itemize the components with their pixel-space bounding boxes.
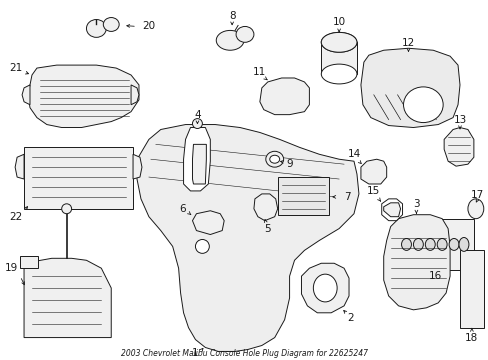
- Polygon shape: [28, 65, 139, 127]
- Polygon shape: [192, 144, 206, 184]
- Text: 8: 8: [228, 10, 235, 21]
- Text: 7: 7: [343, 192, 349, 202]
- Polygon shape: [253, 194, 277, 221]
- Ellipse shape: [458, 238, 468, 251]
- Text: 6: 6: [179, 204, 185, 214]
- Polygon shape: [381, 199, 402, 221]
- Ellipse shape: [236, 26, 253, 42]
- Text: 11: 11: [253, 67, 266, 77]
- Polygon shape: [360, 159, 386, 184]
- Polygon shape: [133, 154, 142, 179]
- Ellipse shape: [313, 274, 336, 302]
- FancyBboxPatch shape: [24, 147, 133, 209]
- Polygon shape: [22, 85, 30, 105]
- Text: 19: 19: [4, 263, 18, 273]
- Ellipse shape: [425, 238, 434, 250]
- Polygon shape: [136, 125, 358, 351]
- Ellipse shape: [401, 238, 410, 250]
- Ellipse shape: [103, 18, 119, 31]
- Text: 21: 21: [9, 63, 23, 73]
- Ellipse shape: [61, 204, 71, 214]
- Polygon shape: [259, 78, 309, 114]
- Text: 17: 17: [470, 190, 484, 200]
- Polygon shape: [383, 215, 449, 310]
- Ellipse shape: [195, 239, 209, 253]
- Text: 4: 4: [194, 110, 201, 120]
- FancyBboxPatch shape: [398, 219, 473, 270]
- Polygon shape: [15, 154, 24, 179]
- Ellipse shape: [467, 199, 483, 219]
- Polygon shape: [360, 48, 459, 127]
- Text: 18: 18: [464, 333, 478, 343]
- Ellipse shape: [321, 64, 356, 84]
- Text: 2003 Chevrolet Malibu Console Hole Plug Diagram for 22625247: 2003 Chevrolet Malibu Console Hole Plug …: [120, 349, 367, 358]
- Polygon shape: [131, 85, 139, 105]
- FancyBboxPatch shape: [277, 177, 328, 215]
- Polygon shape: [192, 211, 224, 234]
- Text: 12: 12: [401, 38, 414, 48]
- Text: 5: 5: [264, 224, 270, 234]
- Text: 16: 16: [427, 271, 441, 281]
- Text: 3: 3: [412, 199, 419, 209]
- Polygon shape: [383, 203, 400, 217]
- Ellipse shape: [192, 118, 202, 129]
- Ellipse shape: [86, 19, 106, 37]
- Ellipse shape: [265, 151, 283, 167]
- Ellipse shape: [321, 32, 356, 52]
- Ellipse shape: [403, 87, 442, 122]
- Polygon shape: [24, 258, 111, 338]
- Text: 22: 22: [9, 212, 23, 222]
- Text: 2: 2: [347, 313, 354, 323]
- FancyBboxPatch shape: [459, 250, 483, 328]
- Text: 20: 20: [142, 22, 155, 31]
- Ellipse shape: [321, 32, 356, 52]
- FancyBboxPatch shape: [20, 256, 38, 268]
- Ellipse shape: [412, 238, 423, 250]
- Polygon shape: [301, 263, 348, 313]
- Ellipse shape: [269, 155, 279, 163]
- Ellipse shape: [448, 238, 458, 250]
- Ellipse shape: [436, 238, 446, 250]
- Text: 14: 14: [346, 149, 360, 159]
- Text: 10: 10: [332, 18, 345, 27]
- Ellipse shape: [216, 30, 244, 50]
- FancyBboxPatch shape: [321, 42, 356, 74]
- Text: 13: 13: [452, 114, 466, 125]
- Text: 9: 9: [285, 159, 292, 169]
- Polygon shape: [183, 127, 210, 191]
- Polygon shape: [443, 127, 473, 166]
- Text: 1: 1: [192, 348, 198, 359]
- Text: 15: 15: [366, 186, 380, 196]
